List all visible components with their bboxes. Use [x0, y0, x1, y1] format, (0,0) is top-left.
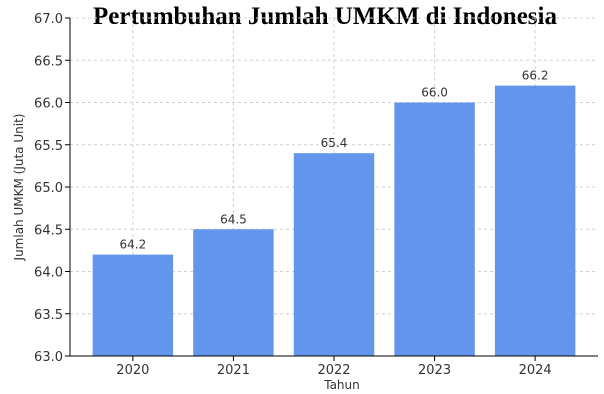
bars	[92, 85, 576, 356]
bar-2021	[193, 229, 274, 356]
bar-value-label: 66.0	[421, 86, 448, 100]
y-tick-label: 66.0	[34, 97, 63, 112]
x-tick-label: 2023	[418, 363, 451, 378]
y-tick-label: 64.5	[34, 223, 63, 238]
chart-title: Pertumbuhan Jumlah UMKM di Indonesia	[93, 3, 557, 30]
x-tick-label: 2021	[217, 363, 250, 378]
y-tick-label: 65.5	[34, 139, 63, 154]
bar-value-label: 64.2	[119, 238, 146, 252]
bar-2020	[92, 254, 174, 356]
y-axis-label: Jumlah UMKM (Juta Unit)	[12, 114, 26, 262]
y-tick-label: 63.5	[34, 308, 63, 323]
bar-value-label: 64.5	[220, 212, 247, 226]
bar-2022	[293, 153, 375, 356]
y-tick-label: 64.0	[34, 266, 63, 281]
y-ticks: 63.0 63.5 64.0 64.5 65.0 65.5 66.0 66.5 67.0	[34, 12, 70, 365]
x-tick-label: 2020	[116, 363, 149, 378]
x-axis-label: Tahun	[323, 378, 360, 392]
x-tick-label: 2022	[317, 363, 350, 378]
y-tick-label: 67.0	[34, 12, 63, 27]
x-ticks: 2020 2021 2022 2023 2024	[116, 356, 552, 378]
bar-value-label: 66.2	[522, 69, 549, 83]
bar-2024	[494, 85, 576, 356]
y-tick-label: 63.0	[34, 350, 63, 365]
bar-2023	[394, 102, 475, 356]
y-tick-label: 66.5	[34, 54, 63, 69]
y-tick-label: 65.0	[34, 181, 63, 196]
bar-value-label: 65.4	[321, 136, 348, 150]
data-labels: 64.2 64.5 65.4 66.0 66.2	[119, 69, 548, 252]
x-tick-label: 2024	[519, 363, 552, 378]
